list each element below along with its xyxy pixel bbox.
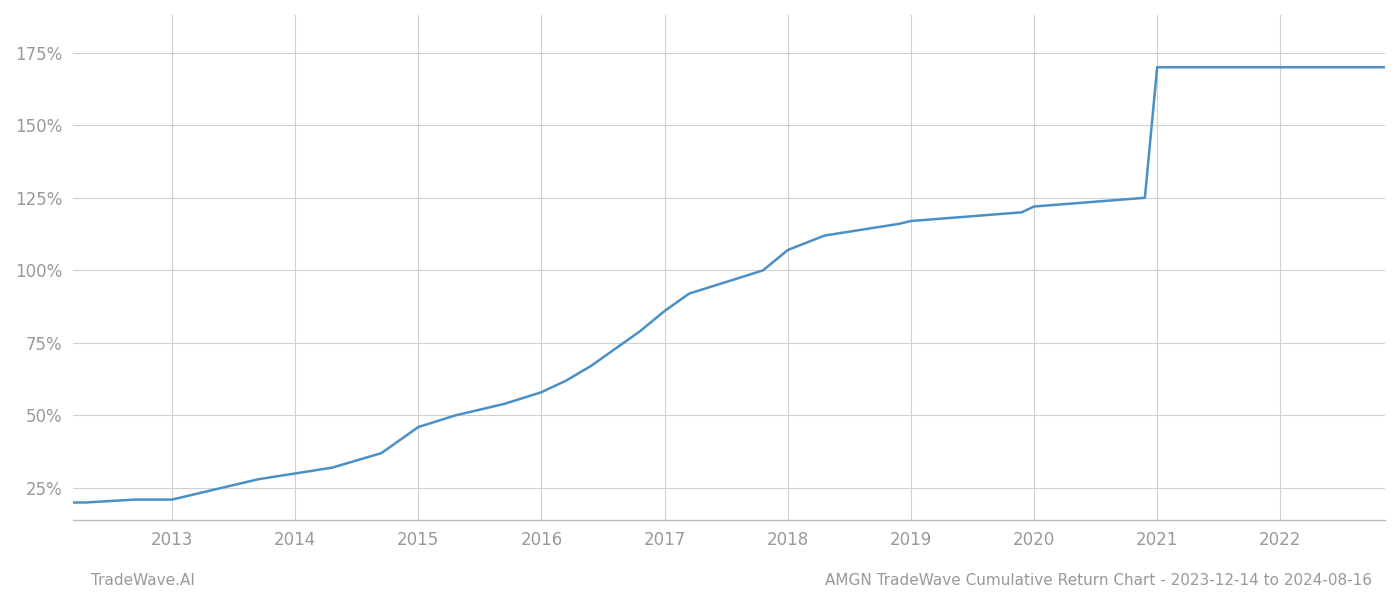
Text: TradeWave.AI: TradeWave.AI bbox=[91, 573, 195, 588]
Text: AMGN TradeWave Cumulative Return Chart - 2023-12-14 to 2024-08-16: AMGN TradeWave Cumulative Return Chart -… bbox=[825, 573, 1372, 588]
